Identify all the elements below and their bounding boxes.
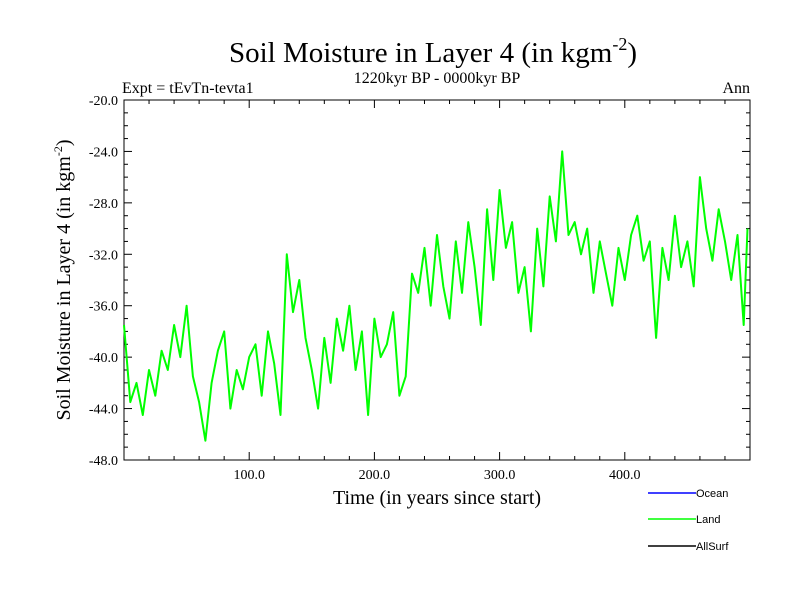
x-tick-label: 100.0 xyxy=(233,468,265,483)
chart-title: Soil Moisture in Layer 4 (in kgm-2) xyxy=(229,34,637,69)
x-axis-label: Time (in years since start) xyxy=(333,487,541,509)
chart-subtitle: 1220kyr BP - 0000kyr BP xyxy=(354,70,521,87)
x-tick-label: 200.0 xyxy=(359,468,391,483)
chart-title-superscript: -2 xyxy=(612,34,627,54)
chart-title-main: Soil Moisture in Layer 4 (in kgm xyxy=(229,37,613,69)
y-axis-label-superscript: -2 xyxy=(51,146,65,156)
experiment-label: Expt = tEvTn-tevta1 xyxy=(122,80,254,97)
y-tick-label: -36.0 xyxy=(89,300,118,315)
x-tick-label: 400.0 xyxy=(609,468,641,483)
y-tick-label: -48.0 xyxy=(89,454,118,469)
y-tick-label: -44.0 xyxy=(89,403,118,418)
legend-label-ocean: Ocean xyxy=(696,488,728,500)
y-tick-label: -40.0 xyxy=(89,351,118,366)
y-tick-label: -32.0 xyxy=(89,248,118,263)
y-axis-label-close: ) xyxy=(53,139,75,146)
y-tick-label: -20.0 xyxy=(89,94,118,109)
plot-area xyxy=(123,99,751,461)
legend-label-allsurf: AllSurf xyxy=(696,541,729,553)
legend: Ocean Land AllSurf xyxy=(648,488,729,553)
x-tick-label: 300.0 xyxy=(484,468,516,483)
series-line-land xyxy=(123,150,749,442)
y-axis: -48.0 -44.0 -40.0 -36.0 -32.0 -28.0 -24.0 -20.0 xyxy=(89,94,750,469)
chart-title-close: ) xyxy=(627,37,637,69)
legend-label-land: Land xyxy=(696,514,720,526)
period-label: Ann xyxy=(722,80,750,97)
x-axis: 100.0 200.0 300.0 400.0 xyxy=(148,100,726,483)
y-tick-label: -24.0 xyxy=(89,145,118,160)
y-axis-label-main: Soil Moisture in Layer 4 (in kgm xyxy=(53,156,75,421)
y-tick-label: -28.0 xyxy=(89,197,118,212)
y-axis-label: Soil Moisture in Layer 4 (in kgm-2) xyxy=(51,139,75,420)
